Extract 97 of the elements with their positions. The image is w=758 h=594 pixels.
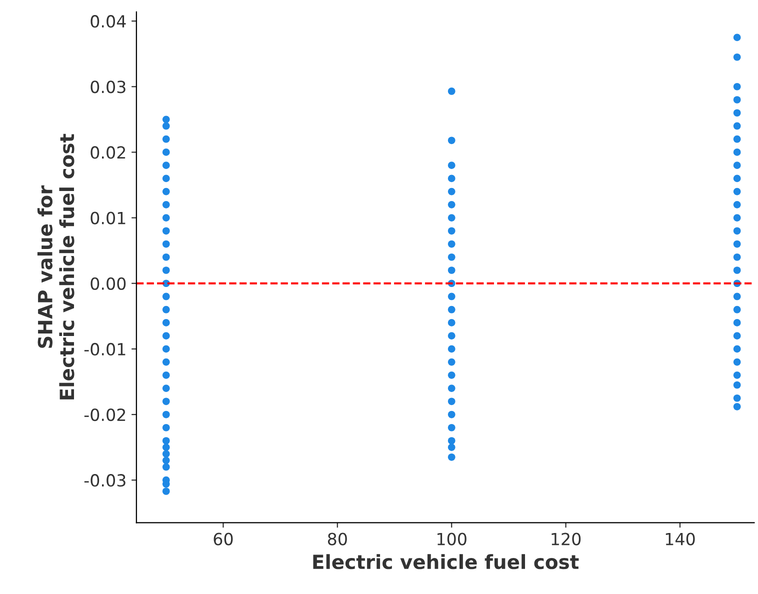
y-tick-label: 0.00 <box>90 277 126 290</box>
point <box>162 437 170 444</box>
point <box>162 162 170 170</box>
point <box>448 437 456 444</box>
point <box>733 358 741 366</box>
point <box>448 372 456 379</box>
point <box>448 88 456 95</box>
point <box>448 332 456 340</box>
point <box>162 292 170 300</box>
point <box>733 332 741 340</box>
point <box>162 424 170 432</box>
point <box>162 266 170 274</box>
point <box>162 444 170 451</box>
x-tick-label: 100 <box>438 532 466 546</box>
x-tick-label: 120 <box>552 532 581 546</box>
point <box>733 345 741 353</box>
point <box>448 424 456 432</box>
point <box>733 162 741 170</box>
point <box>448 136 456 144</box>
point <box>448 214 456 222</box>
point <box>448 319 456 326</box>
point <box>162 463 170 471</box>
x-tick-label: 80 <box>328 532 347 546</box>
point <box>162 456 170 464</box>
point <box>162 450 170 458</box>
point <box>448 240 456 248</box>
point <box>162 345 170 353</box>
point <box>733 372 741 379</box>
point <box>733 306 741 314</box>
point <box>162 253 170 261</box>
point <box>733 227 741 235</box>
x-tick-label: 60 <box>214 532 233 546</box>
point <box>162 116 170 124</box>
point <box>162 174 170 182</box>
point <box>733 53 741 61</box>
y-tick-label: -0.03 <box>84 474 126 487</box>
x-axis-title: Electric vehicle fuel cost <box>313 554 579 570</box>
point <box>448 227 456 235</box>
point <box>162 410 170 418</box>
point <box>448 201 456 208</box>
point <box>448 306 456 314</box>
point <box>733 240 741 248</box>
point <box>448 410 456 418</box>
point <box>733 319 741 326</box>
point <box>162 332 170 340</box>
point <box>733 402 741 410</box>
point <box>448 345 456 353</box>
point <box>733 201 741 208</box>
x-tick-label: 140 <box>666 532 695 546</box>
point <box>162 372 170 379</box>
point <box>448 253 456 261</box>
point <box>448 384 456 392</box>
point <box>162 488 170 495</box>
point <box>162 306 170 314</box>
y-tick-label: -0.01 <box>84 342 126 356</box>
point <box>733 148 741 156</box>
y-axis-title: SHAP value for Electric vehicle fuel cost <box>37 134 74 400</box>
point <box>733 292 741 300</box>
point <box>162 358 170 366</box>
point <box>733 34 741 42</box>
point <box>733 188 741 196</box>
point <box>733 174 741 182</box>
point <box>448 266 456 274</box>
point <box>448 188 456 196</box>
y-tick-label: 0.04 <box>90 15 126 28</box>
y-tick-label: 0.03 <box>90 80 126 94</box>
point <box>733 122 741 130</box>
point <box>448 358 456 366</box>
point <box>448 444 456 451</box>
point <box>733 135 741 143</box>
point <box>162 188 170 196</box>
point <box>448 398 456 406</box>
point <box>448 162 456 170</box>
point <box>162 398 170 406</box>
point <box>733 214 741 222</box>
point <box>162 319 170 326</box>
point <box>448 292 456 300</box>
y-tick-label: -0.02 <box>84 408 126 422</box>
point <box>162 240 170 248</box>
point <box>162 135 170 143</box>
y-tick-label: 0.01 <box>90 212 126 224</box>
point <box>448 174 456 182</box>
point <box>733 394 741 402</box>
point <box>733 82 741 90</box>
point <box>733 109 741 117</box>
point <box>162 384 170 392</box>
y-tick-label: 0.02 <box>90 146 126 159</box>
point <box>733 253 741 261</box>
point <box>733 96 741 104</box>
point <box>448 453 456 461</box>
point <box>733 381 741 389</box>
point <box>733 266 741 274</box>
point <box>162 227 170 235</box>
point <box>162 214 170 222</box>
point <box>162 122 170 130</box>
point <box>162 201 170 208</box>
point <box>162 148 170 156</box>
